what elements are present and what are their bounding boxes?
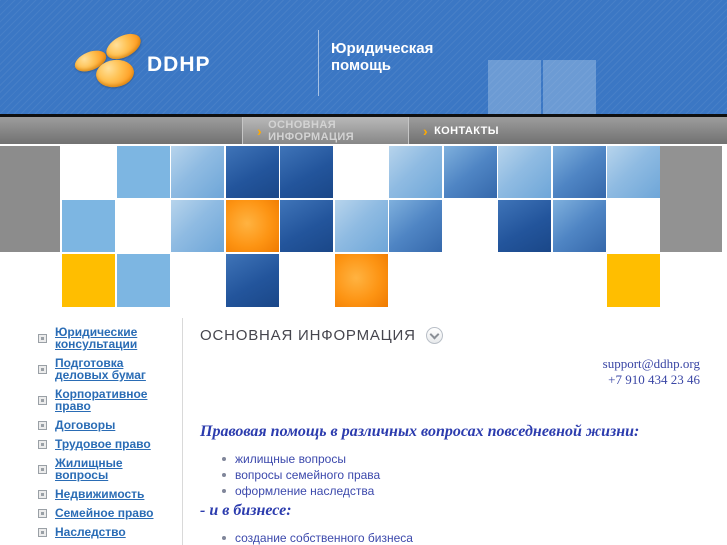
mosaic-tile [62,200,115,252]
mosaic-tile [117,200,170,252]
mosaic-tile [62,146,115,198]
sidebar-item-legal-consult[interactable]: Юридические консультации [38,326,176,350]
sidebar-link[interactable]: Корпоративное право [55,387,148,413]
header-deco-square [488,60,541,114]
mosaic-tile [607,254,660,307]
mosaic-tile [553,200,606,252]
sidebar-item-real-estate[interactable]: Недвижимость [38,488,176,500]
sidebar-link[interactable]: Подготовка деловых бумаг [55,356,146,382]
mosaic-tile [171,146,224,198]
sidebar-link[interactable]: Наследство [55,525,126,539]
sidebar-link[interactable]: Юридические консультации [55,325,138,351]
section2-list: создание собственного бизнеса [222,530,413,545]
arrow-icon: › [257,122,263,139]
sidebar-divider [182,318,183,545]
sidebar-item-housing[interactable]: Жилищные вопросы [38,457,176,481]
sidebar-link[interactable]: Договоры [55,418,116,432]
logo-text[interactable]: DDHP [147,53,211,76]
mosaic-gray-block [660,146,722,252]
square-bullet-icon [38,508,47,518]
sidebar-link[interactable]: Семейное право [55,506,154,520]
content: Юридические консультации Подготовка дело… [0,310,727,545]
page-title-row: ОСНОВНАЯ ИНФОРМАЦИЯ [200,327,443,344]
mosaic-tile [607,200,660,252]
mosaic-tile [226,200,279,252]
mosaic-tile [117,146,170,198]
mosaic-tile [171,254,224,307]
sidebar-item-inheritance[interactable]: Наследство [38,526,176,538]
mosaic-tile [335,200,388,252]
sidebar-item-labor-law[interactable]: Трудовое право [38,438,176,450]
chevron-down-icon[interactable] [425,327,443,344]
square-bullet-icon [38,420,47,430]
mosaic-tile [444,200,497,252]
square-bullet-icon [38,464,47,474]
mosaic-tile [389,254,442,307]
square-bullet-icon [38,439,47,449]
coin-icon [102,28,145,65]
section1-heading: Правовая помощь в различных вопросах пов… [200,423,640,440]
site-tagline: Юридическая помощь [331,40,433,74]
mosaic-tile [171,200,224,252]
tab-contacts[interactable]: › КОНТАКТЫ [410,117,499,144]
contact-phone: +7 910 434 23 46 [608,372,700,387]
mosaic-tile [226,254,279,307]
sidebar-menu: Юридические консультации Подготовка дело… [38,326,176,545]
main-nav: › ОСНОВНАЯ ИНФОРМАЦИЯ › КОНТАКТЫ [0,117,727,144]
page-title: ОСНОВНАЯ ИНФОРМАЦИЯ [200,327,416,344]
mosaic-banner [0,144,727,310]
mosaic-tile [553,254,606,307]
mosaic-tile [444,254,497,307]
sidebar-item-corporate-law[interactable]: Корпоративное право [38,388,176,412]
sidebar-link[interactable]: Жилищные вопросы [55,456,123,482]
tab-label: КОНТАКТЫ [434,124,499,137]
section2-heading: - и в бизнесе: [200,502,292,519]
section1-list: жилищные вопросы вопросы семейного права… [222,451,380,499]
header-divider [318,30,319,96]
mosaic-gray-block [0,146,60,252]
sidebar-item-business-docs[interactable]: Подготовка деловых бумаг [38,357,176,381]
square-bullet-icon [38,527,47,537]
mosaic-tile [389,146,442,198]
sidebar-link[interactable]: Трудовое право [55,437,151,451]
sidebar-item-family-law[interactable]: Семейное право [38,507,176,519]
mosaic-tile [117,254,170,307]
mosaic-tile [389,200,442,252]
mosaic-tile [498,254,551,307]
mosaic-tile [498,146,551,198]
mosaic-tile [498,200,551,252]
contact-email[interactable]: support@ddhp.org [602,356,700,371]
tab-main-info[interactable]: › ОСНОВНАЯ ИНФОРМАЦИЯ [242,117,409,144]
square-bullet-icon [38,395,47,405]
nav-top-line [0,114,727,117]
mosaic-tile [280,146,333,198]
square-bullet-icon [38,364,47,374]
list-item: создание собственного бизнеса [222,530,413,545]
mosaic-tile [335,146,388,198]
list-item: вопросы семейного права [222,467,380,483]
list-item: жилищные вопросы [222,451,380,467]
mosaic-tile [444,146,497,198]
mosaic-tile [553,146,606,198]
arrow-icon: › [423,122,429,139]
mosaic-tile [226,146,279,198]
contact-info: support@ddhp.org +7 910 434 23 46 [603,356,700,388]
sidebar-link[interactable]: Недвижимость [55,487,145,501]
header-deco-square [543,60,596,114]
ddhp-logo-icon[interactable] [71,28,152,90]
mosaic-tile [280,200,333,252]
tagline-line1: Юридическая [331,40,434,57]
mosaic-tile [335,254,388,307]
list-item: оформление наследства [222,483,380,499]
mosaic-tile [62,254,115,307]
square-bullet-icon [38,333,47,343]
tab-label: ОСНОВНАЯ ИНФОРМАЦИЯ [268,118,355,143]
tagline-line2: помощь [331,57,391,74]
sidebar-item-contracts[interactable]: Договоры [38,419,176,431]
mosaic-tile [607,146,660,198]
mosaic-tile [280,254,333,307]
square-bullet-icon [38,489,47,499]
header: DDHP Юридическая помощь [0,0,727,114]
